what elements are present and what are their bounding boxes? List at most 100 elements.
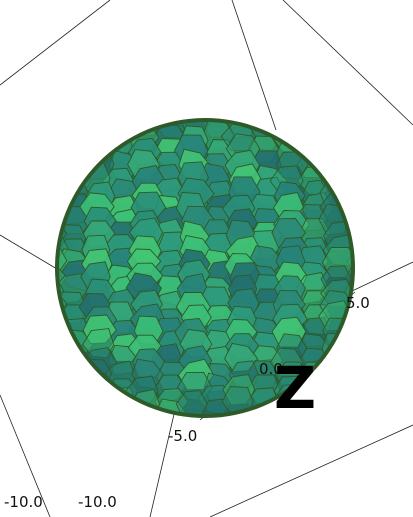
cell bbox=[299, 106, 332, 138]
cell bbox=[222, 374, 256, 406]
cell bbox=[31, 318, 65, 350]
tick-label: -5.0 bbox=[168, 427, 197, 445]
cell bbox=[341, 313, 377, 345]
cell bbox=[57, 390, 95, 421]
cell bbox=[343, 386, 377, 418]
box-edge bbox=[0, 394, 51, 517]
cell bbox=[323, 123, 355, 155]
cell bbox=[373, 136, 393, 167]
cell bbox=[373, 235, 393, 265]
cell bbox=[268, 93, 305, 124]
cell bbox=[368, 320, 393, 350]
cell bbox=[365, 189, 393, 222]
tick-label: 0.0 bbox=[259, 360, 283, 378]
cell bbox=[224, 342, 259, 373]
cell bbox=[32, 384, 65, 416]
cell bbox=[371, 180, 393, 212]
cell bbox=[346, 134, 378, 165]
cells bbox=[30, 91, 413, 435]
cell bbox=[365, 373, 393, 403]
axis-labels: 5.0 0.0 -5.0 -10.0 -10.0 Z bbox=[4, 294, 370, 511]
cell bbox=[395, 347, 413, 375]
tick-label: 5.0 bbox=[346, 294, 370, 312]
cell bbox=[322, 134, 355, 163]
cell bbox=[57, 371, 89, 404]
cell bbox=[391, 388, 393, 421]
cell bbox=[370, 275, 393, 309]
cell bbox=[154, 374, 187, 403]
cell bbox=[369, 203, 393, 235]
cell bbox=[396, 333, 413, 364]
cell bbox=[370, 93, 393, 122]
cell bbox=[30, 331, 63, 363]
cell bbox=[33, 374, 70, 406]
cell bbox=[319, 389, 354, 417]
cell bbox=[82, 328, 115, 359]
cell bbox=[390, 136, 393, 167]
cell bbox=[30, 139, 65, 169]
box-edge bbox=[231, 0, 277, 131]
cell bbox=[176, 371, 213, 402]
cell bbox=[391, 289, 393, 322]
cell bbox=[394, 275, 413, 304]
cell bbox=[78, 386, 113, 415]
cell bbox=[345, 344, 381, 375]
cell bbox=[32, 121, 66, 151]
cell bbox=[293, 123, 327, 152]
cell bbox=[370, 293, 393, 321]
cell bbox=[32, 192, 63, 222]
cell bbox=[396, 319, 413, 349]
cell bbox=[325, 358, 356, 387]
cell bbox=[176, 91, 208, 123]
cell bbox=[350, 358, 383, 388]
cell bbox=[397, 204, 413, 234]
cell bbox=[34, 178, 67, 207]
cell bbox=[341, 332, 376, 365]
cell bbox=[349, 177, 384, 206]
cell bbox=[79, 95, 114, 127]
cell bbox=[397, 399, 413, 428]
cell bbox=[324, 99, 355, 128]
box-edge bbox=[349, 261, 413, 293]
cell bbox=[82, 126, 116, 156]
cell bbox=[389, 231, 393, 262]
cell bbox=[325, 370, 359, 402]
cell bbox=[346, 148, 380, 180]
cell bbox=[56, 403, 91, 433]
axis-name: Z bbox=[274, 354, 316, 422]
cell bbox=[34, 164, 66, 195]
cell bbox=[371, 359, 393, 388]
cell bbox=[390, 122, 393, 153]
cell bbox=[368, 216, 393, 249]
box-edge bbox=[282, 0, 413, 126]
cell bbox=[396, 223, 413, 251]
cell bbox=[395, 151, 413, 181]
cell bbox=[105, 107, 137, 139]
cell bbox=[56, 107, 92, 138]
cell bbox=[110, 399, 143, 429]
cell bbox=[56, 119, 90, 150]
cell bbox=[366, 248, 393, 279]
cell bbox=[78, 110, 114, 143]
cell bbox=[388, 165, 393, 196]
cell bbox=[343, 191, 375, 223]
cell bbox=[394, 362, 413, 390]
cell bbox=[367, 151, 393, 185]
cell bbox=[324, 113, 357, 143]
cell bbox=[33, 94, 65, 125]
box-edge bbox=[0, 0, 111, 86]
cell bbox=[393, 376, 413, 407]
cell bbox=[391, 108, 393, 140]
cell bbox=[395, 247, 413, 274]
cell bbox=[32, 112, 67, 139]
cell bbox=[372, 160, 393, 192]
cell bbox=[321, 148, 357, 179]
cell bbox=[54, 152, 87, 183]
cell bbox=[320, 265, 352, 295]
cell bbox=[397, 303, 413, 331]
box-edge bbox=[149, 409, 176, 517]
tick-label: -10.0 bbox=[78, 493, 117, 511]
